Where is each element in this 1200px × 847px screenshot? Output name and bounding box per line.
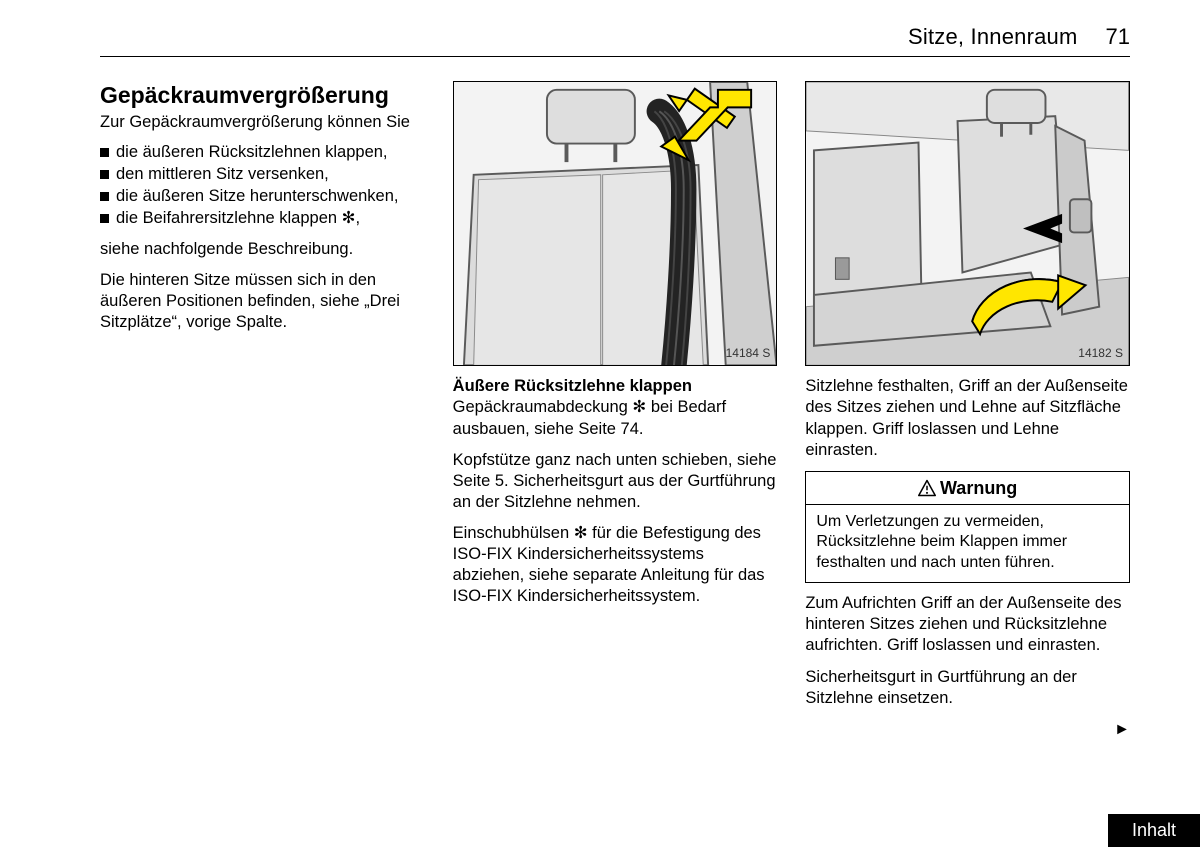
paragraph: Sicherheitsgurt in Gurtführung an der Si… bbox=[805, 667, 1130, 709]
paragraph: Einschubhülsen ✻ für die Befestigung des… bbox=[453, 523, 778, 607]
figure-label: 14184 S bbox=[726, 346, 771, 361]
column-3: 14182 S Sitzlehne festhalten, Griff an d… bbox=[805, 81, 1130, 741]
warning-title: Warnung bbox=[806, 472, 1129, 505]
column-1: Gepäckraumvergrößerung Zur Gepäckraumver… bbox=[100, 81, 425, 741]
figure-label: 14182 S bbox=[1078, 346, 1123, 361]
subheading: Äußere Rücksitzlehne klappen bbox=[453, 376, 778, 397]
figure-seatbelt: 14184 S bbox=[453, 81, 778, 366]
list-item: den mittleren Sitz versenken, bbox=[100, 164, 425, 185]
paragraph: Die hinteren Sitze müssen sich in den äu… bbox=[100, 270, 425, 333]
list-item: die äußeren Rücksitzlehnen klappen, bbox=[100, 142, 425, 163]
option-list: die äußeren Rücksitzlehnen klappen, den … bbox=[100, 142, 425, 229]
paragraph: Kopfstütze ganz nach unten schieben, sie… bbox=[453, 450, 778, 513]
figure-svg bbox=[454, 82, 777, 365]
column-2: 14184 S Äußere Rücksitzlehne klappen Gep… bbox=[453, 81, 778, 741]
section-title: Sitze, Innenraum bbox=[908, 24, 1078, 50]
heading-1: Gepäckraumvergrößerung bbox=[100, 81, 425, 110]
page-header: Sitze, Innenraum 71 bbox=[100, 24, 1130, 57]
columns: Gepäckraumvergrößerung Zur Gepäckraumver… bbox=[100, 81, 1130, 741]
warning-box: Warnung Um Verletzungen zu vermeiden, Rü… bbox=[805, 471, 1130, 583]
figure-seat-fold: 14182 S bbox=[805, 81, 1130, 366]
intro-text: Zur Gepäckraumvergrößerung können Sie bbox=[100, 112, 425, 133]
figure-svg bbox=[806, 82, 1129, 365]
list-item: die äußeren Sitze herunterschwenken, bbox=[100, 186, 425, 207]
paragraph: Gepäckraumabdeckung ✻ bei Bedarf ausbaue… bbox=[453, 397, 778, 439]
list-item: die Beifahrersitzlehne klappen ✻, bbox=[100, 208, 425, 229]
paragraph: Zum Aufrichten Griff an der Außenseite d… bbox=[805, 593, 1130, 656]
paragraph: Sitzlehne festhalten, Griff an der Außen… bbox=[805, 376, 1130, 460]
warning-title-text: Warnung bbox=[940, 477, 1017, 500]
paragraph: siehe nachfolgende Beschreibung. bbox=[100, 239, 425, 260]
continue-icon: ► bbox=[1114, 720, 1130, 740]
manual-page: Sitze, Innenraum 71 Gepäckraumvergrößeru… bbox=[0, 0, 1200, 847]
warning-body: Um Verletzungen zu vermeiden, Rücksitzle… bbox=[806, 505, 1129, 582]
toc-button[interactable]: Inhalt bbox=[1108, 814, 1200, 847]
page-number: 71 bbox=[1106, 24, 1130, 50]
warning-icon bbox=[918, 479, 936, 497]
